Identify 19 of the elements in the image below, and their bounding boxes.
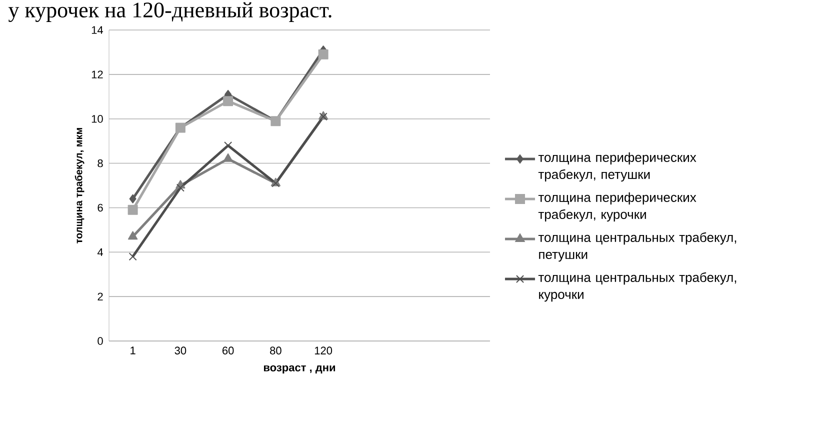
x-tick-label: 1 bbox=[130, 346, 136, 354]
x-tick-label: 80 bbox=[270, 346, 282, 354]
x-axis-title: возраст , дни bbox=[264, 365, 336, 374]
y-tick-label: 4 bbox=[97, 248, 104, 256]
y-tick-label: 12 bbox=[92, 70, 103, 78]
y-tick-label: 10 bbox=[92, 114, 103, 123]
text: у курочек на 120-дневный возраст. bbox=[8, 2, 332, 22]
y-tick-label: 8 bbox=[98, 159, 103, 168]
legend-label: толщина периферических трабекул, петушки bbox=[538, 152, 696, 182]
x-tick-label: 60 bbox=[222, 346, 234, 354]
x-tick-label: 30 bbox=[174, 346, 186, 354]
y-tick-label: 2 bbox=[98, 292, 103, 300]
x-tick-label: 120 bbox=[314, 346, 332, 354]
y-tick-label: 6 bbox=[98, 204, 103, 212]
y-tick-label: 0 bbox=[98, 337, 103, 345]
legend-label: толщина периферических трабекул, курочки bbox=[538, 192, 696, 222]
y-tick-label: 14 bbox=[92, 26, 104, 34]
legend-label: толщина центральных трабекул, курочки bbox=[538, 272, 736, 302]
y-axis-title: толщина трабекул, мкм bbox=[74, 128, 84, 244]
